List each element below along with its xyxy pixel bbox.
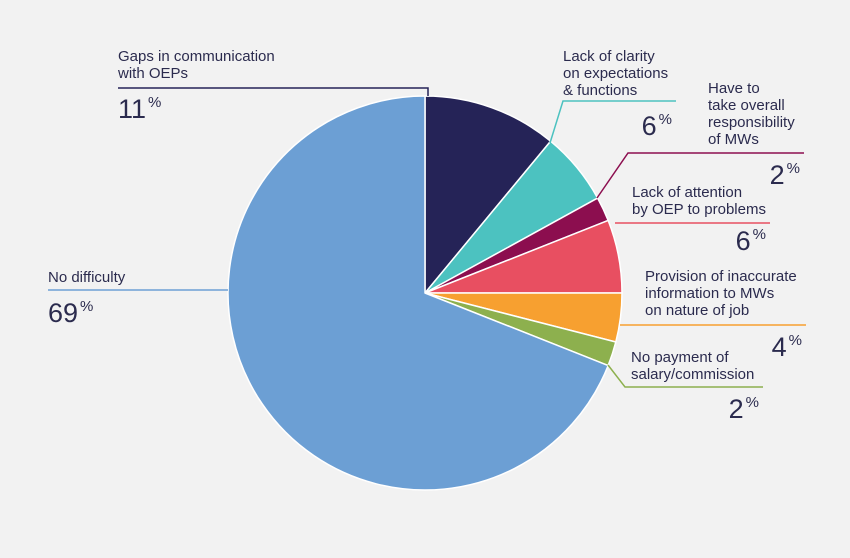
- pie-slice-no-difficulty: [227, 95, 609, 491]
- leader-line-gaps-in-communication-with-oeps: [118, 87, 429, 96]
- slice-label-no-payment-of-salary-commission: No payment of salary/commission: [631, 349, 754, 383]
- slice-label-lack-of-attention-by-oep-to-problems: Lack of attention by OEP to problems: [632, 184, 766, 218]
- slice-label-no-difficulty: No difficulty: [48, 269, 126, 286]
- slice-label-gaps-in-communication-with-oeps: Gaps in communication with OEPs: [117, 48, 275, 82]
- slice-value-lack-of-clarity-on-expectations-functions: 6%: [642, 111, 672, 141]
- slice-value-lack-of-attention-by-oep-to-problems: 6%: [736, 226, 766, 256]
- slice-value-no-difficulty: 69%: [48, 298, 93, 328]
- leader-line-lack-of-clarity-on-expectations-functions: [549, 100, 676, 144]
- pie-slice-gaps-in-communication-with-oeps: [424, 95, 552, 294]
- slice-value-no-payment-of-salary-commission: 2%: [729, 394, 759, 424]
- leader-line-have-to-take-overall-responsibility-of-mws: [596, 152, 804, 199]
- slice-value-gaps-in-communication-with-oeps: 11%: [118, 94, 161, 124]
- slice-label-lack-of-clarity-on-expectations-functions: Lack of clarity on expectations & function…: [563, 48, 668, 99]
- slice-value-have-to-take-overall-responsibility-of-mws: 2%: [770, 160, 800, 190]
- slice-value-provision-of-inaccurate-information-to-mws-on-nature-of-job: 4%: [772, 332, 802, 362]
- leader-line-no-payment-of-salary-commission: [607, 364, 763, 388]
- slice-label-have-to-take-overall-responsibility-of-mws: Have to take overall responsibility of MWs: [708, 80, 795, 148]
- slice-label-provision-of-inaccurate-information-to-mws-on-nature-of-job: Provision of inaccurate information to MW…: [645, 268, 797, 319]
